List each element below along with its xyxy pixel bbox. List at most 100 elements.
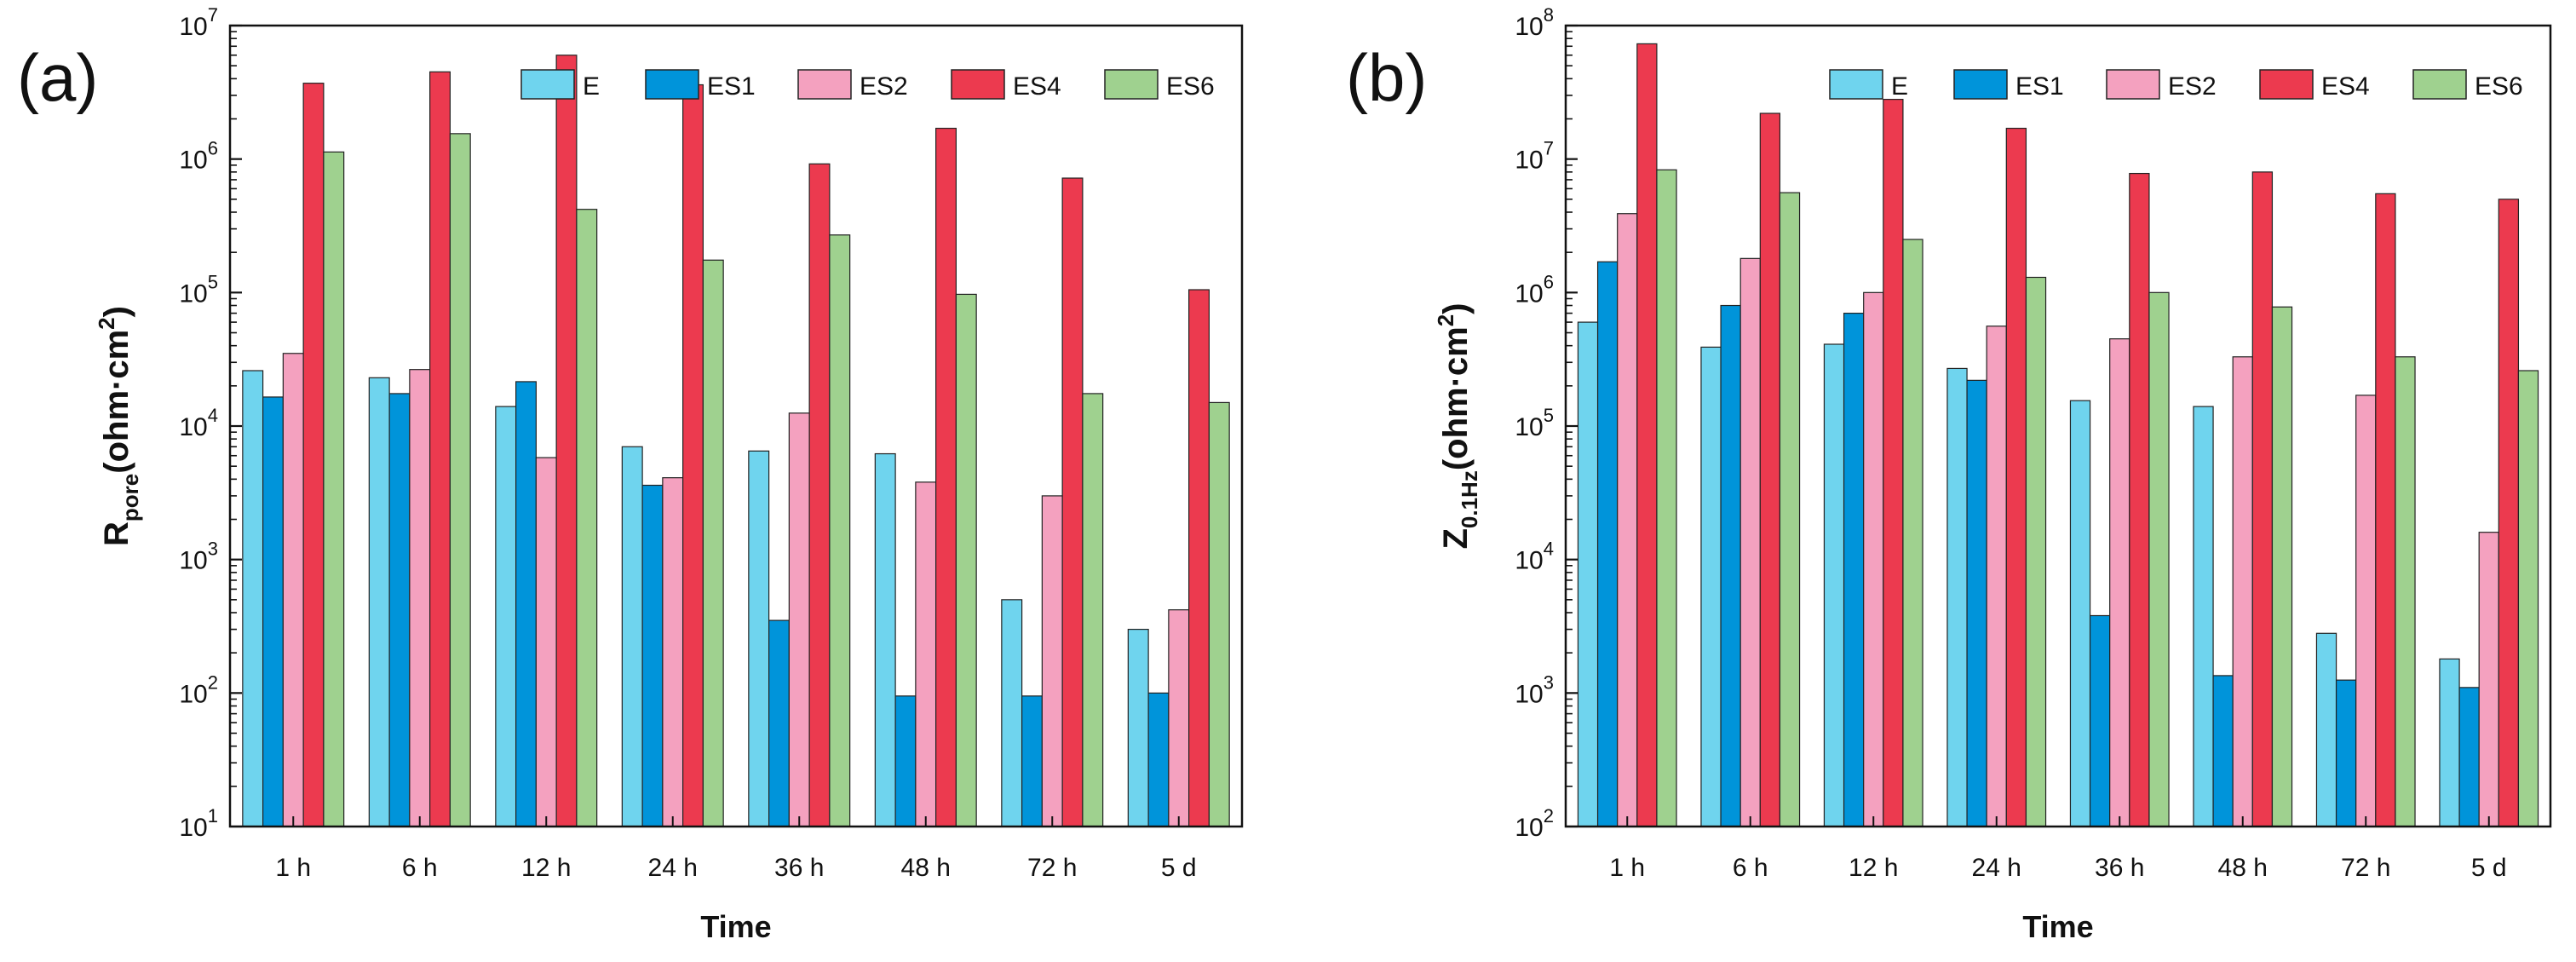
x-tick-label: 36 h (774, 854, 824, 882)
bar-es4-5d (1188, 289, 1210, 827)
bar-es4-72h (2375, 193, 2396, 827)
bar-es2-6h (1739, 257, 1761, 827)
bar-e-6h (1700, 346, 1722, 827)
bar-es4-24h (682, 84, 704, 827)
chart-panel-a: (a) 101 102 103 104 105 106 107 1 h 6 h 12 h 24 h 36… (17, 4, 1244, 944)
y-tick-label: 107 (1515, 138, 1554, 175)
y-tick-label: 105 (1515, 405, 1554, 441)
y-tick-label: 101 (179, 805, 218, 842)
legend-swatch-es2 (2106, 69, 2160, 100)
bar-es1-24h (1966, 379, 1987, 827)
bar-es2-12h (1863, 291, 1884, 827)
y-tick-label: 105 (179, 271, 218, 308)
bar-es1-72h (2335, 679, 2357, 827)
bar-es2-12h (535, 457, 557, 827)
legend-swatch-e (520, 69, 575, 100)
bar-es6-48h (2271, 306, 2293, 827)
bar-es6-72h (1082, 393, 1104, 827)
legend-label-es6: ES6 (1166, 72, 1215, 101)
legend: E ES1 ES2 ES4 ES6 (1829, 69, 2523, 101)
y-tick-label: 104 (179, 405, 218, 441)
bar-es4-6h (1759, 112, 1781, 827)
bar-es6-6h (1779, 192, 1801, 827)
bar-es6-1h (323, 151, 345, 827)
bar-es1-5d (1147, 692, 1170, 827)
y-axis-title: Rpore(ohm·cm2) (94, 306, 143, 546)
legend-label-es4: ES4 (2321, 72, 2370, 101)
y-axis-title: Z0.1Hz(ohm·cm2) (1433, 302, 1482, 549)
bar-es1-1h (262, 396, 284, 827)
x-tick-label: 48 h (2218, 854, 2268, 882)
bar-es4-72h (1061, 177, 1084, 827)
bar-e-72h (2315, 632, 2337, 827)
legend-label-e: E (583, 72, 600, 101)
bar-es6-48h (955, 293, 977, 827)
bar-es6-1h (1656, 169, 1677, 827)
bar-es2-48h (2232, 356, 2253, 827)
legend-label-es2: ES2 (2168, 72, 2217, 101)
x-tick-label: 24 h (648, 854, 698, 882)
x-tick-label: 24 h (1972, 854, 2021, 882)
bar-es1-12h (515, 381, 537, 827)
legend-swatch-es1 (1953, 69, 2008, 100)
bar-es4-1h (1636, 43, 1658, 827)
bar-es2-1h (282, 353, 304, 827)
bar-es2-5d (2478, 532, 2499, 827)
bar-es4-12h (555, 55, 578, 827)
legend-label-es2: ES2 (860, 72, 908, 101)
bar-es6-36h (2148, 291, 2170, 827)
bar-es1-48h (894, 695, 917, 827)
bar-es6-24h (2025, 276, 2047, 827)
bar-e-24h (621, 446, 643, 827)
bar-es4-48h (2251, 171, 2274, 827)
legend-label-es1: ES1 (2015, 72, 2064, 101)
x-tick-label: 1 h (1609, 854, 1645, 882)
legend-swatch-es1 (645, 69, 699, 100)
bar-e-24h (1946, 367, 1968, 827)
bar-es1-5d (2458, 687, 2480, 827)
bar-es6-5d (1208, 401, 1230, 827)
bar-es1-36h (2089, 614, 2111, 827)
bar-es1-48h (2212, 675, 2234, 827)
bar-e-36h (2069, 400, 2091, 827)
bar-e-48h (874, 452, 896, 827)
bar-e-1h (242, 370, 264, 827)
bar-es4-12h (1883, 99, 1904, 827)
bar-es1-1h (1596, 261, 1619, 827)
legend-swatch-es2 (797, 69, 852, 100)
bar-es4-5d (2498, 199, 2520, 827)
bar-es6-12h (1902, 239, 1923, 827)
bar-es4-48h (935, 127, 957, 827)
bar-es1-24h (641, 484, 664, 827)
bar-es1-36h (768, 619, 790, 827)
y-tick-label: 108 (1515, 4, 1554, 41)
y-tick-label: 104 (1515, 539, 1554, 575)
bar-e-1h (1577, 321, 1599, 827)
bar-e-48h (2193, 406, 2214, 827)
bar-es4-36h (2129, 172, 2150, 827)
bar-e-6h (368, 377, 390, 827)
bar-es4-1h (302, 83, 325, 827)
bar-es1-12h (1843, 313, 1865, 827)
bar-es6-24h (702, 259, 724, 827)
legend-label-es6: ES6 (2475, 72, 2523, 101)
legend-swatch-es6 (1104, 69, 1159, 100)
x-tick-label: 36 h (2095, 854, 2144, 882)
x-tick-label: 72 h (1027, 854, 1077, 882)
bar-es4-6h (429, 71, 451, 827)
bar-es1-6h (388, 393, 411, 827)
legend-label-es1: ES1 (707, 72, 756, 101)
x-tick-label: 5 d (2471, 854, 2507, 882)
x-axis-title: Time (2022, 909, 2093, 944)
x-tick-label: 5 d (1161, 854, 1197, 882)
panel-label: (b) (1346, 40, 1427, 115)
bar-es6-5d (2517, 370, 2539, 827)
bar-e-36h (748, 450, 770, 827)
bar-es2-1h (1617, 213, 1638, 827)
bar-e-12h (1823, 343, 1845, 827)
x-tick-label: 48 h (901, 854, 951, 882)
y-tick-label: 102 (179, 671, 218, 708)
x-tick-label: 1 h (275, 854, 311, 882)
bar-e-5d (1127, 628, 1149, 827)
bar-es2-6h (409, 369, 431, 827)
